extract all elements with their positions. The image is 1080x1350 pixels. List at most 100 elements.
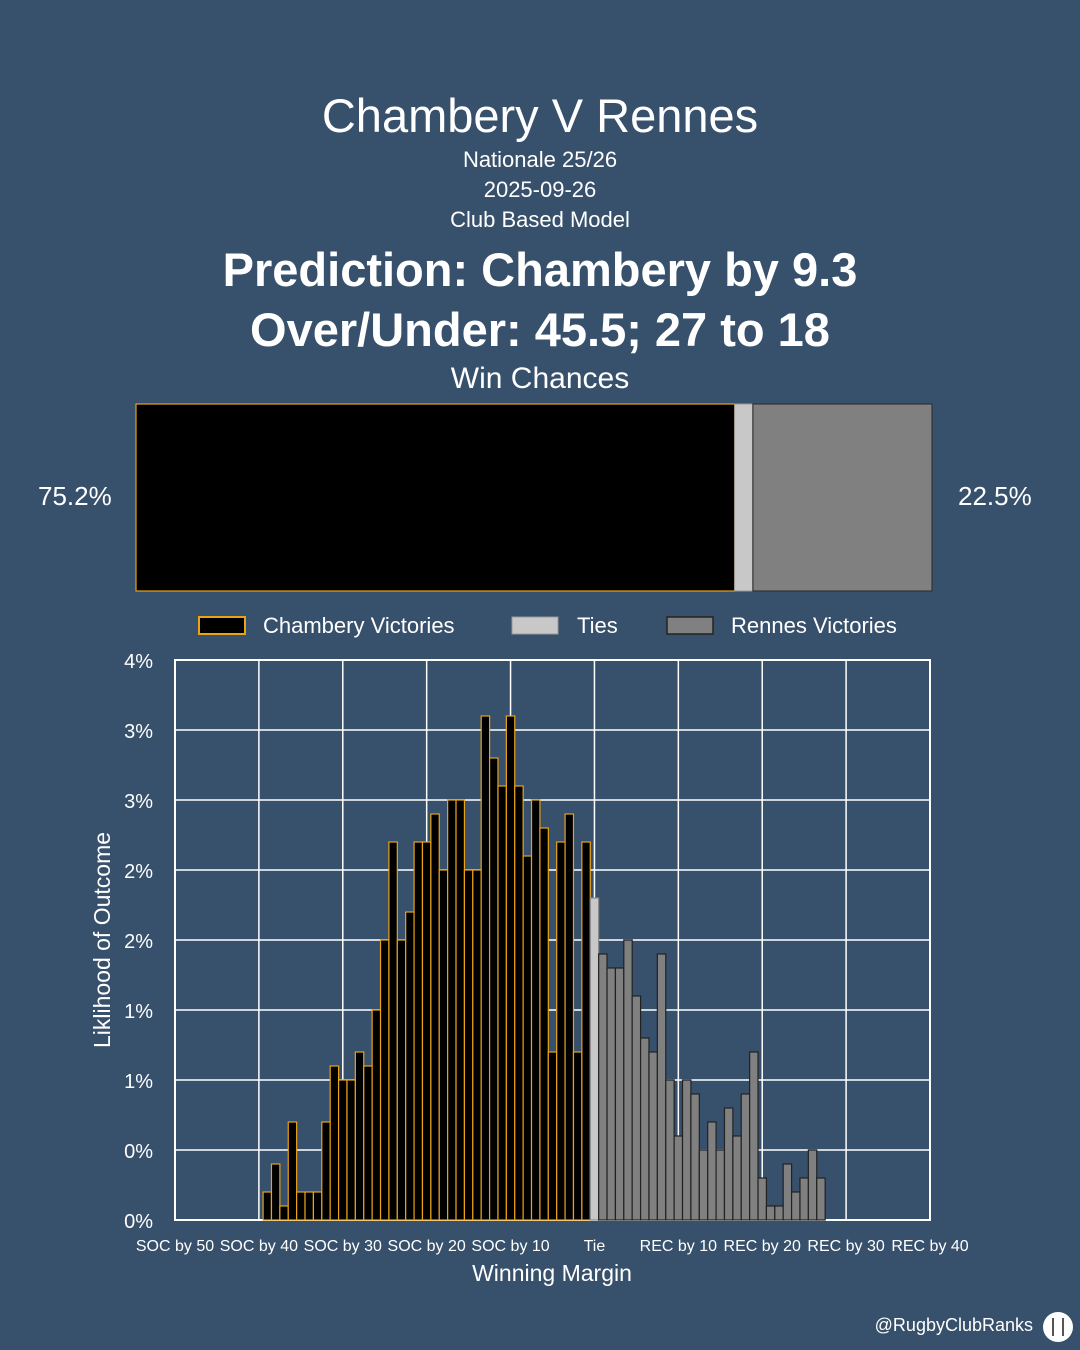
- bar-away: [648, 1051, 658, 1221]
- x-tick-label: SOC by 10: [471, 1238, 549, 1255]
- bar-away: [740, 1093, 751, 1221]
- away-win-percent: 22.5%: [958, 481, 1032, 511]
- logo-icon: [1043, 1312, 1073, 1342]
- bar-home: [287, 1121, 298, 1221]
- histogram-plot: 0% 0% 1% 1% 2% 2% 3% 3% 4% SOC by 50 SOC by 40 SOC …: [124, 651, 969, 1255]
- bar-away: [665, 1079, 675, 1221]
- bar-home: [371, 1009, 382, 1221]
- bar-home: [354, 1051, 365, 1221]
- bar-home: [447, 799, 457, 1221]
- y-tick-label: 0%: [124, 1211, 153, 1233]
- home-win-percent: 75.2%: [38, 481, 112, 511]
- bar-home: [337, 1079, 348, 1221]
- competition-label: Nationale 25/26: [462, 147, 618, 172]
- bar-home: [572, 1051, 583, 1221]
- bar-home: [312, 1191, 323, 1221]
- bar-away: [715, 1149, 726, 1221]
- y-tick-label: 3%: [124, 791, 153, 813]
- twitter-handle: @RugbyClubRanks: [874, 1315, 1033, 1335]
- bar-away: [757, 1177, 768, 1221]
- y-tick-label: 3%: [124, 721, 153, 743]
- bar-home: [413, 841, 424, 1221]
- bar-away: [774, 1205, 784, 1221]
- bar-home: [581, 841, 591, 1221]
- bar-tie: [589, 897, 600, 1221]
- bar-home: [472, 869, 482, 1221]
- x-tick-label: SOC by 30: [304, 1238, 382, 1255]
- y-tick-label: 2%: [124, 931, 153, 953]
- bar-away: [765, 1205, 776, 1221]
- bar-home: [530, 799, 541, 1221]
- model-label: Club Based Model: [450, 207, 630, 232]
- win-bar-away-segment: [752, 403, 933, 592]
- win-chances-title: Win Chances: [450, 362, 630, 395]
- bar-home: [329, 1065, 340, 1221]
- bar-away: [723, 1107, 734, 1221]
- bar-home: [488, 757, 499, 1221]
- bar-home: [556, 841, 566, 1221]
- bar-home: [304, 1191, 315, 1221]
- legend-label-home: Chambery Victories: [263, 613, 455, 638]
- bar-away: [707, 1121, 717, 1221]
- prediction-text: Prediction: Chambery by 9.3: [222, 243, 858, 296]
- bar-away: [749, 1051, 759, 1221]
- legend-label-tie: Ties: [577, 613, 618, 638]
- bar-away: [681, 1079, 692, 1221]
- x-tick-label: SOC by 20: [388, 1238, 466, 1255]
- bar-home: [321, 1121, 331, 1221]
- x-tick-label: SOC by 40: [220, 1238, 298, 1255]
- bar-away: [639, 1037, 650, 1221]
- bar-home: [522, 855, 533, 1221]
- bar-home: [480, 715, 491, 1221]
- x-tick-label: REC by 30: [807, 1238, 884, 1255]
- bar-away: [698, 1149, 709, 1221]
- legend-label-away: Rennes Victories: [731, 613, 897, 638]
- bar-away: [606, 967, 617, 1221]
- bar-home: [296, 1191, 306, 1221]
- legend: Chambery Victories Ties Rennes Victories: [198, 613, 897, 638]
- bar-away: [807, 1149, 818, 1221]
- bar-away: [673, 1135, 684, 1221]
- legend-swatch-away: [666, 616, 714, 635]
- x-axis-label: Winning Margin: [472, 1260, 632, 1286]
- over-under-text: Over/Under: 45.5; 27 to 18: [250, 303, 830, 356]
- legend-swatch-home: [198, 616, 246, 635]
- bar-away: [790, 1191, 801, 1221]
- bar-home: [379, 939, 390, 1221]
- win-chances-bar: [135, 403, 933, 592]
- bar-home: [270, 1163, 281, 1221]
- bar-home: [455, 799, 466, 1221]
- y-tick-label: 4%: [124, 651, 153, 673]
- bar-away: [656, 953, 667, 1221]
- bar-home: [279, 1205, 289, 1221]
- bar-away: [732, 1135, 742, 1221]
- bar-home: [438, 869, 449, 1221]
- bar-home: [564, 813, 575, 1221]
- bar-away: [623, 939, 633, 1221]
- bar-away: [631, 995, 642, 1221]
- x-tick-label: SOC by 50: [136, 1238, 214, 1255]
- x-tick-label: REC by 20: [724, 1238, 801, 1255]
- bar-home: [363, 1065, 373, 1221]
- bar-away: [614, 967, 625, 1221]
- bar-away: [816, 1177, 826, 1221]
- bar-home: [262, 1191, 273, 1221]
- bar-home: [497, 785, 507, 1221]
- x-tick-label: Tie: [584, 1238, 606, 1255]
- bar-home: [463, 869, 474, 1221]
- bar-home: [396, 939, 407, 1221]
- bar-home: [421, 841, 432, 1221]
- bar-home: [505, 715, 516, 1221]
- y-tick-label: 0%: [124, 1141, 153, 1163]
- win-bar-home-segment: [135, 403, 736, 592]
- bar-away: [782, 1163, 793, 1221]
- bar-home: [388, 841, 398, 1221]
- y-tick-label: 1%: [124, 1001, 153, 1023]
- bar-away: [799, 1177, 809, 1221]
- y-tick-label: 1%: [124, 1071, 153, 1093]
- bar-home: [405, 911, 415, 1221]
- legend-swatch-tie: [511, 616, 559, 635]
- win-bar-tie-segment: [734, 403, 754, 592]
- match-date: 2025-09-26: [483, 177, 597, 202]
